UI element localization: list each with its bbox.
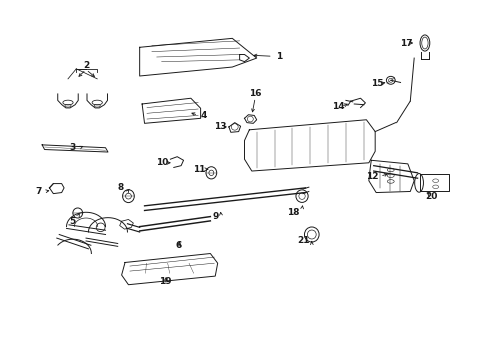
Text: 19: 19 (159, 276, 171, 285)
Text: 15: 15 (370, 80, 383, 89)
Text: 2: 2 (83, 61, 89, 70)
Text: 20: 20 (424, 192, 436, 201)
Text: 3: 3 (70, 143, 76, 152)
Text: 17: 17 (399, 39, 411, 48)
Text: 7: 7 (36, 187, 42, 196)
Text: 8: 8 (117, 183, 123, 192)
Text: 14: 14 (331, 102, 344, 111)
Text: 18: 18 (286, 208, 299, 217)
Text: 4: 4 (200, 111, 206, 120)
Text: 1: 1 (276, 52, 282, 61)
Text: 21: 21 (296, 237, 308, 246)
Text: 12: 12 (365, 172, 378, 181)
Text: 9: 9 (212, 212, 218, 221)
Text: 10: 10 (156, 158, 168, 167)
Text: 16: 16 (248, 89, 261, 98)
Text: 13: 13 (214, 122, 226, 131)
Text: 11: 11 (193, 165, 205, 174)
Text: 6: 6 (175, 241, 182, 250)
Text: 5: 5 (70, 217, 76, 226)
